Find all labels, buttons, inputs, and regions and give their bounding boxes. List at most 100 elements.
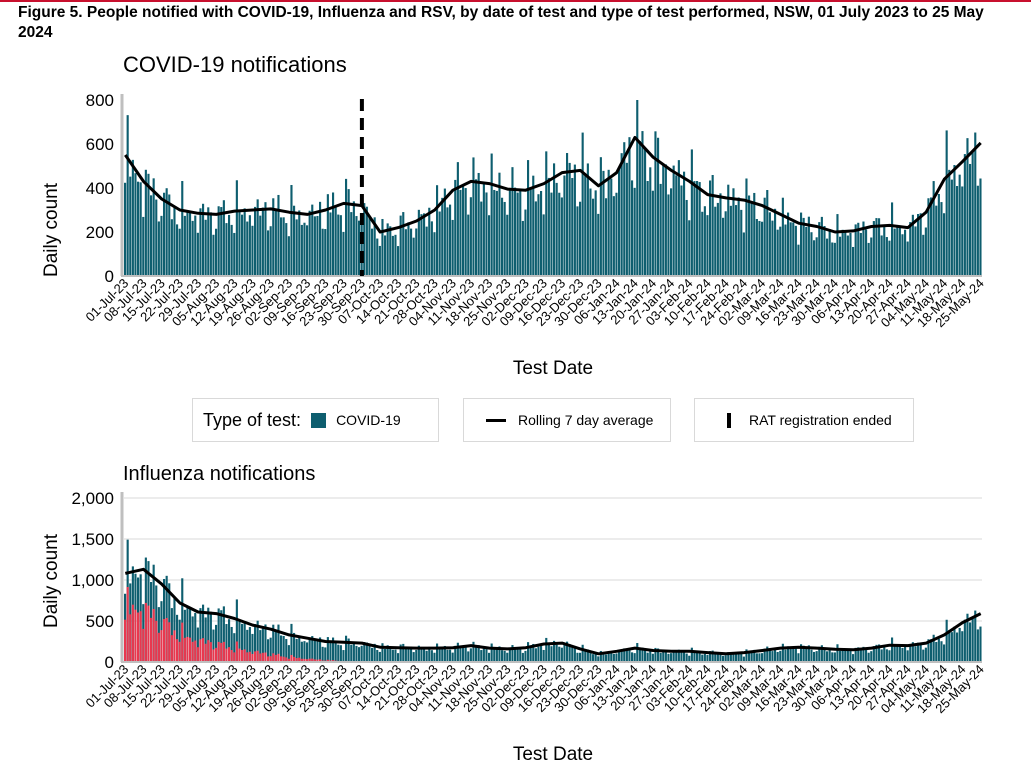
influenza-daily-bar: [352, 641, 355, 662]
covid-daily-bar: [251, 225, 254, 276]
covid-daily-bar: [295, 219, 298, 276]
influenza-daily-bar: [365, 642, 368, 662]
influenza-daily-bar: [867, 652, 870, 662]
influenza-rolling-average-line: [124, 567, 982, 656]
influenza-rat-bar: [222, 641, 225, 662]
covid-daily-bar: [485, 192, 488, 276]
covid-daily-bar: [885, 237, 888, 276]
covid-daily-bar: [243, 208, 246, 276]
covid-daily-bar: [319, 201, 322, 276]
influenza-daily-bar: [248, 627, 251, 662]
influenza-daily-bar: [446, 649, 449, 662]
covid-daily-bar: [922, 234, 925, 276]
influenza-daily-bar: [566, 641, 569, 662]
covid-daily-bar: [233, 232, 236, 276]
influenza-rat-bar: [241, 650, 244, 662]
influenza-daily-bar: [958, 627, 961, 662]
influenza-daily-bar: [498, 646, 501, 662]
covid-daily-bar: [313, 216, 316, 276]
covid-daily-bar: [584, 174, 587, 276]
influenza-daily-bar: [683, 650, 686, 662]
covid-daily-bar: [662, 164, 665, 276]
covid-daily-bar: [378, 245, 381, 276]
influenza-daily-bar: [880, 649, 883, 662]
covid-daily-bar: [280, 217, 283, 276]
influenza-daily-bar: [784, 649, 787, 662]
influenza-daily-bar: [329, 643, 332, 662]
influenza-daily-bar: [573, 646, 576, 662]
y-tick-label: 500: [86, 612, 114, 631]
influenza-rat-bar: [254, 651, 257, 662]
influenza-daily-bar: [675, 651, 678, 662]
covid-daily-bar: [540, 190, 543, 276]
influenza-daily-bar: [883, 646, 886, 662]
influenza-daily-bar: [397, 653, 400, 662]
influenza-daily-bar: [807, 645, 810, 662]
influenza-daily-bar: [391, 649, 394, 662]
covid-daily-bar: [836, 214, 839, 276]
covid-daily-bar: [469, 197, 472, 276]
influenza-daily-bar: [971, 617, 974, 662]
influenza-daily-bar: [826, 651, 829, 662]
covid-daily-bar: [443, 188, 446, 276]
influenza-daily-bar: [740, 653, 743, 662]
influenza-daily-bar: [865, 649, 868, 662]
influenza-daily-bar: [703, 653, 706, 662]
y-tick-label: 200: [86, 223, 114, 242]
influenza-daily-bar: [815, 651, 818, 662]
influenza-daily-bar: [945, 619, 948, 662]
influenza-daily-bar: [885, 649, 888, 662]
influenza-daily-bar: [285, 639, 288, 662]
influenza-daily-bar: [852, 654, 855, 662]
covid-daily-bar: [196, 232, 199, 276]
covid-daily-bar: [454, 179, 457, 276]
influenza-daily-bar: [602, 652, 605, 662]
covid-daily-bar: [701, 211, 704, 276]
covid-daily-bar: [898, 225, 901, 276]
influenza-daily-bar: [935, 641, 938, 662]
influenza-daily-bar: [909, 644, 912, 662]
covid-daily-bar: [740, 209, 743, 276]
covid-daily-bar: [958, 174, 961, 276]
covid-daily-bar: [914, 226, 917, 276]
influenza-daily-bar: [774, 648, 777, 662]
covid-daily-bar: [355, 216, 358, 276]
covid-daily-bar: [537, 194, 540, 276]
covid-daily-bar: [490, 153, 493, 276]
covid-daily-bar: [807, 216, 810, 276]
influenza-daily-bar: [919, 642, 922, 662]
influenza-x-axis-label: Test Date: [513, 744, 593, 765]
covid-daily-bar: [508, 188, 511, 276]
figure-title: Figure 5. People notified with COVID-19,…: [18, 4, 984, 41]
covid-daily-bar: [943, 213, 946, 276]
influenza-daily-bar: [355, 645, 358, 662]
covid-daily-bar: [672, 165, 675, 276]
covid-daily-bar: [628, 137, 631, 276]
covid-daily-bar: [792, 222, 795, 276]
influenza-daily-bar: [927, 639, 930, 662]
covid-daily-bar: [758, 220, 761, 276]
influenza-daily-bar: [293, 632, 296, 662]
influenza-daily-bar: [399, 644, 402, 662]
influenza-rat-bar: [316, 659, 319, 662]
covid-daily-bar: [386, 223, 389, 276]
covid-daily-bar: [779, 226, 782, 276]
covid-daily-bar: [805, 226, 808, 276]
covid-daily-bar: [373, 217, 376, 276]
influenza-daily-bar: [753, 649, 756, 662]
y-tick-label: 800: [86, 91, 114, 110]
covid-daily-bar: [706, 215, 709, 276]
covid-daily-bar: [880, 235, 883, 276]
influenza-daily-bar: [579, 652, 582, 662]
covid-daily-bar: [363, 203, 366, 276]
covid-daily-bar: [529, 187, 532, 276]
covid-chart-title: COVID-19 notifications: [123, 52, 347, 77]
influenza-daily-bar: [381, 643, 384, 662]
influenza-daily-bar: [948, 630, 951, 662]
covid-daily-bar: [209, 212, 212, 276]
influenza-rat-bar: [280, 656, 283, 662]
covid-daily-bar: [446, 207, 449, 276]
covid-daily-bar: [937, 193, 940, 276]
covid-daily-bar: [394, 234, 397, 276]
covid-daily-bar: [462, 185, 465, 276]
